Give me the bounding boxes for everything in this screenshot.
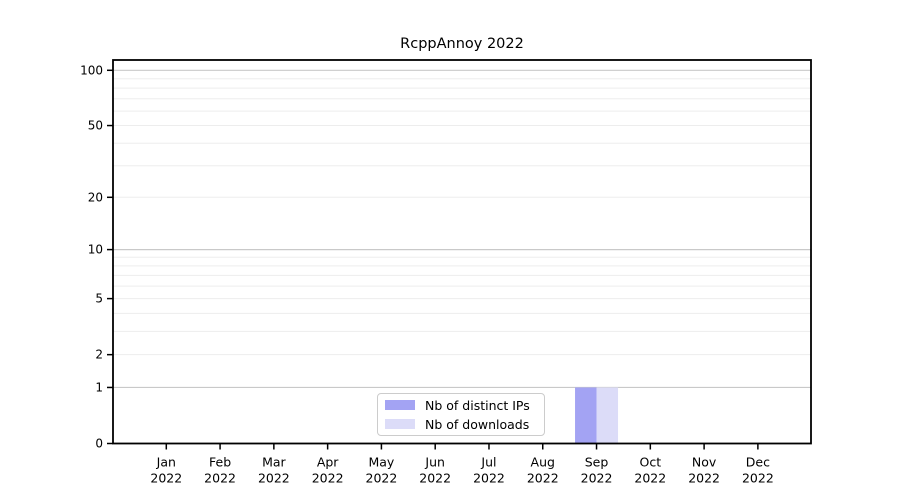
x-tick-label-year: 2022 [634,471,666,486]
legend-box: Nb of distinct IPs Nb of downloads [377,393,545,436]
legend-entry-downloads: Nb of downloads [378,417,544,432]
x-tick-label-month: May [368,455,394,470]
plot-frame [112,59,812,445]
x-tick-label-year: 2022 [366,471,398,486]
x-tick-label-month: Jun [424,455,445,470]
legend-label-downloads: Nb of downloads [425,416,530,432]
y-tick-label: 100 [80,63,103,77]
legend-entry-distinct-ips: Nb of distinct IPs [378,398,544,413]
y-tick-label: 10 [88,243,103,257]
x-tick-label-year: 2022 [527,471,559,486]
y-tick-label: 1 [95,380,103,394]
legend-swatch-downloads [385,419,415,429]
x-tick-label-month: Oct [640,455,662,470]
x-tick-label-year: 2022 [688,471,720,486]
bar-downloads [596,387,619,444]
legend-label-distinct-ips: Nb of distinct IPs [425,397,530,413]
x-tick-label-month: Sep [585,455,609,470]
x-tick-label-year: 2022 [204,471,236,486]
x-tick-label-year: 2022 [473,471,505,486]
x-tick-label-month: Apr [317,455,339,470]
y-tick-label: 0 [95,437,103,451]
chart-title: RcppAnnoy 2022 [400,36,524,52]
x-tick-label-year: 2022 [742,471,774,486]
x-tick-label-month: Feb [209,455,231,470]
x-tick-label-month: Nov [692,455,717,470]
x-tick-label-year: 2022 [581,471,613,486]
legend-swatch-distinct-ips [385,400,415,410]
x-tick-label-month: Dec [746,455,770,470]
y-tick-label: 2 [95,348,103,362]
y-tick-label: 50 [88,119,103,133]
x-tick-label-year: 2022 [312,471,344,486]
y-tick-label: 5 [95,292,103,306]
x-tick-label-month: Aug [531,455,555,470]
bar-distinct-ips [575,387,597,444]
y-tick-label: 20 [88,190,103,204]
x-tick-label-month: Jul [480,455,496,470]
x-tick-label-month: Mar [262,455,286,470]
x-tick-label-month: Jan [156,455,176,470]
x-tick-label-year: 2022 [258,471,290,486]
x-tick-label-year: 2022 [150,471,182,486]
x-tick-label-year: 2022 [419,471,451,486]
